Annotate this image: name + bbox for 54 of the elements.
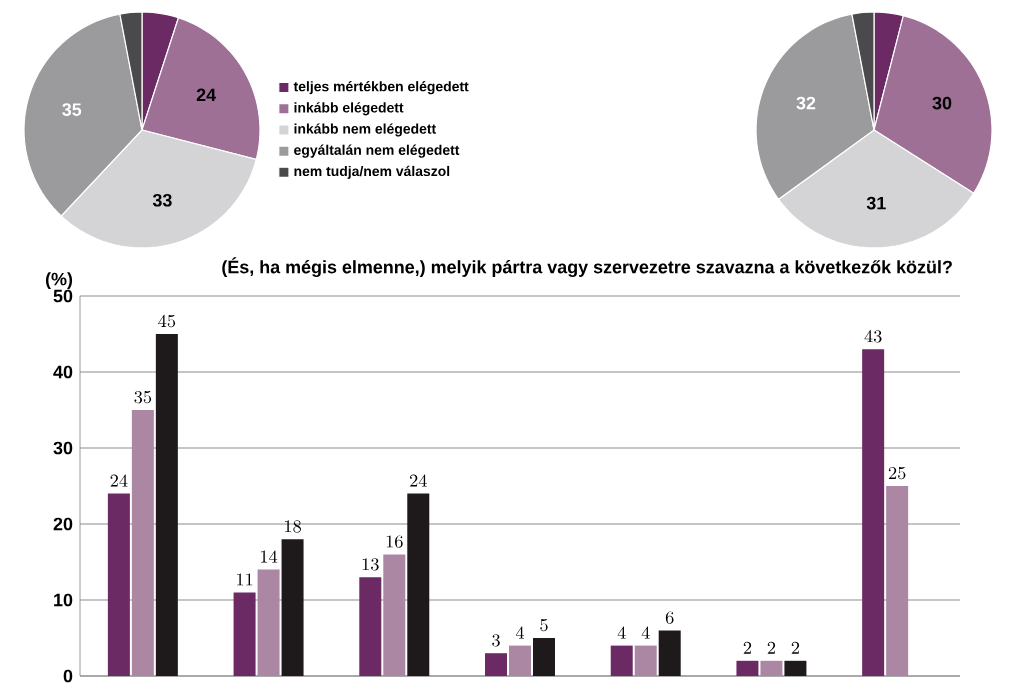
- y-axis-title: (%): [45, 272, 73, 289]
- data-label: 13: [362, 558, 379, 571]
- data-label: 24: [409, 474, 427, 487]
- bar: [107, 493, 130, 676]
- y-tick-label: 50: [53, 289, 73, 303]
- data-label: 32: [796, 96, 816, 110]
- data-label: 2: [767, 641, 776, 654]
- data-label: 14: [261, 550, 278, 563]
- data-label: 33: [152, 193, 172, 207]
- data-label: 4: [641, 626, 650, 639]
- bar: [610, 645, 633, 676]
- bar: [131, 410, 154, 676]
- y-tick-label: 10: [54, 593, 73, 607]
- data-label: 5: [540, 619, 548, 632]
- data-label: 3: [492, 634, 500, 647]
- data-label: 30: [932, 96, 952, 110]
- data-label: 4: [617, 626, 626, 639]
- bar: [658, 630, 681, 676]
- y-tick-label: 20: [53, 517, 73, 531]
- data-label: 18: [285, 520, 301, 533]
- bar: [257, 569, 280, 676]
- y-tick-label: 40: [53, 365, 73, 379]
- data-label: 45: [158, 314, 176, 328]
- bar: [155, 334, 178, 676]
- chart-title: (És, ha mégis elmenne,) melyik pártra vagy szervezetre szavazna a következők közül?: [222, 257, 952, 278]
- bar: [634, 645, 657, 676]
- bar: [784, 660, 807, 676]
- bar: [760, 660, 783, 676]
- bar: [862, 349, 885, 676]
- bar: [509, 645, 531, 676]
- bar: [736, 660, 759, 676]
- data-label: 24: [196, 88, 216, 102]
- bar: [886, 486, 909, 676]
- bar: [383, 554, 406, 676]
- y-tick-label: 0: [63, 669, 73, 683]
- bar: [359, 577, 382, 676]
- data-label: 35: [62, 103, 82, 116]
- data-label: 24: [110, 474, 128, 487]
- data-label: 4: [515, 626, 525, 639]
- bar: [485, 653, 508, 676]
- data-label: 11: [237, 573, 253, 586]
- bar: [532, 638, 555, 676]
- y-tick-label: 30: [53, 441, 73, 455]
- bar: [281, 539, 304, 676]
- data-label: 35: [134, 391, 152, 404]
- bar: [407, 493, 430, 676]
- data-label: 31: [866, 196, 886, 210]
- data-label: 16: [386, 535, 403, 548]
- data-label: 2: [743, 641, 752, 654]
- data-label: 43: [864, 330, 882, 343]
- bar: [233, 592, 256, 676]
- data-label: 2: [791, 641, 800, 654]
- data-label: 25: [888, 467, 906, 480]
- data-label: 6: [665, 611, 674, 624]
